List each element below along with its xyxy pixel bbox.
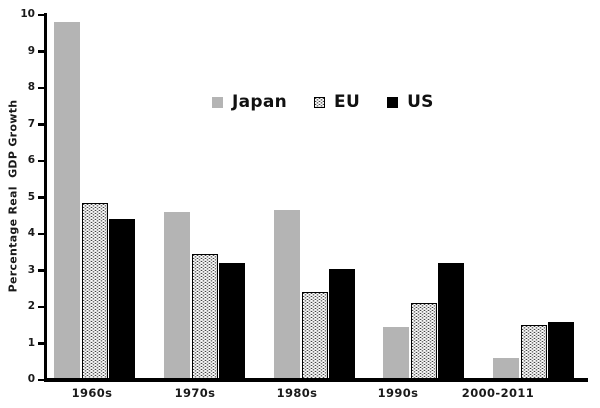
y-tick-label-4: 4 bbox=[27, 227, 35, 239]
y-tick-2 bbox=[38, 305, 45, 309]
y-tick-1 bbox=[38, 342, 45, 345]
y-tick-4 bbox=[38, 232, 45, 236]
y-tick-label-8: 8 bbox=[27, 81, 35, 93]
legend-item-eu: EU bbox=[314, 92, 360, 112]
y-tick-6 bbox=[38, 159, 45, 163]
x-label-1980s: 1980s bbox=[276, 386, 318, 400]
y-tick-7 bbox=[38, 123, 45, 126]
y-tick-8 bbox=[38, 86, 45, 90]
x-label-1970s: 1970s bbox=[174, 386, 216, 400]
legend-swatch-eu-icon bbox=[314, 96, 326, 108]
bar-us-1960s bbox=[109, 219, 135, 380]
y-tick-label-7: 7 bbox=[27, 117, 35, 130]
y-tick-label-10: 10 bbox=[20, 8, 35, 20]
x-label-1960s: 1960s bbox=[71, 386, 113, 400]
y-tick-label-0: 0 bbox=[27, 373, 35, 385]
chart-legend: Japan EU US bbox=[212, 92, 434, 112]
bar-us-1990s bbox=[438, 263, 464, 380]
y-tick-9 bbox=[38, 50, 45, 53]
legend-label-japan: Japan bbox=[232, 92, 288, 112]
legend-item-japan: Japan bbox=[212, 92, 287, 112]
x-label-1990s: 1990s bbox=[377, 386, 419, 400]
bar-us-1970s bbox=[219, 263, 245, 380]
y-tick-label-6: 6 bbox=[27, 154, 35, 166]
y-tick-label-3: 3 bbox=[27, 263, 35, 276]
y-tick-label-1: 1 bbox=[27, 336, 35, 349]
legend-swatch-japan-icon bbox=[212, 96, 223, 108]
bar-japan-1980s bbox=[274, 210, 300, 380]
bar-eu-1980s bbox=[301, 292, 328, 380]
bar-japan-2000-2011 bbox=[493, 358, 519, 380]
x-label-2000-2011: 2000-2011 bbox=[461, 386, 535, 400]
y-tick-label-2: 2 bbox=[27, 300, 35, 312]
legend-label-eu: EU bbox=[334, 92, 361, 112]
y-tick-label-9: 9 bbox=[27, 44, 35, 57]
x-axis-line bbox=[44, 378, 588, 382]
y-tick-0 bbox=[38, 378, 45, 382]
y-tick-3 bbox=[38, 269, 45, 272]
y-tick-10 bbox=[38, 13, 45, 17]
bar-japan-1970s bbox=[164, 212, 190, 380]
bar-japan-1960s bbox=[54, 22, 80, 380]
y-tick-label-5: 5 bbox=[27, 190, 35, 203]
bar-us-1980s bbox=[329, 268, 355, 380]
bar-eu-2000-2011 bbox=[520, 325, 547, 380]
bar-japan-1990s bbox=[383, 327, 409, 380]
legend-swatch-us-icon bbox=[387, 96, 399, 108]
bar-us-2000-2011 bbox=[548, 321, 574, 380]
bar-eu-1990s bbox=[410, 303, 437, 380]
legend-label-us: US bbox=[407, 92, 434, 112]
legend-item-us: US bbox=[387, 92, 434, 112]
bar-eu-1970s bbox=[191, 254, 218, 380]
y-tick-5 bbox=[38, 196, 45, 199]
y-axis-line bbox=[44, 13, 47, 382]
bar-eu-1960s bbox=[81, 202, 108, 380]
